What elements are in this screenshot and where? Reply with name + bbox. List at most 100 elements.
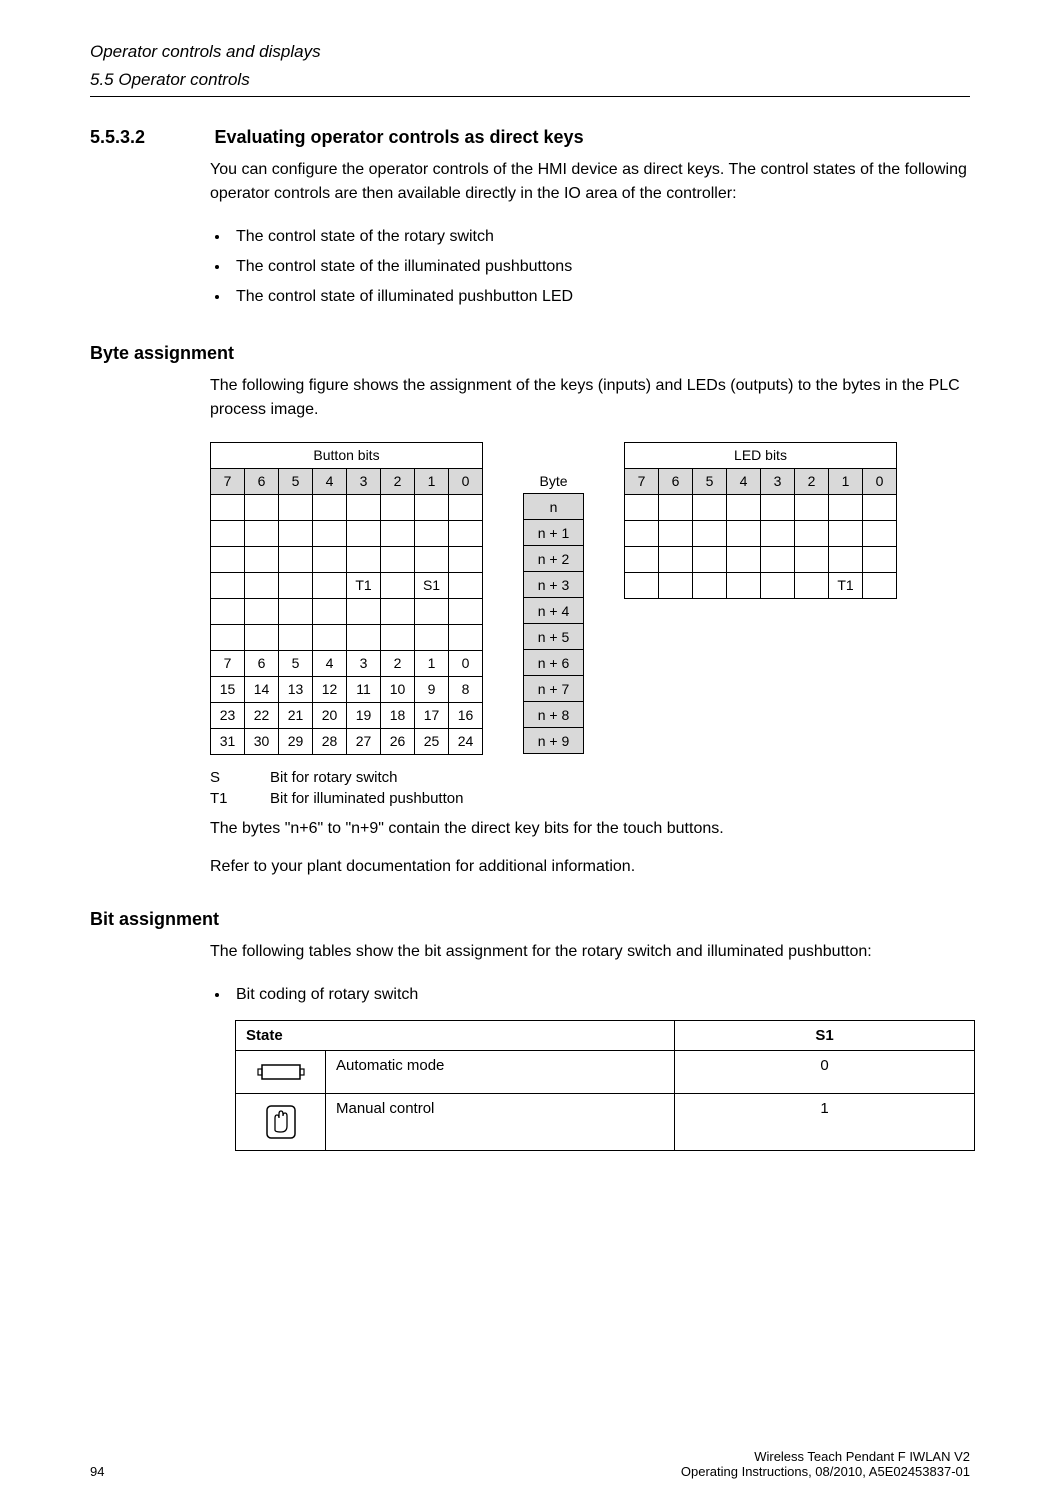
- bit-cell: 15: [211, 676, 245, 702]
- bit-cell: [245, 494, 279, 520]
- bit-cell: [279, 572, 313, 598]
- bit-cell: 2: [381, 650, 415, 676]
- bit-assignment-text: The following tables show the bit assign…: [210, 940, 970, 964]
- bit-cell: [381, 572, 415, 598]
- bit-cell: [245, 598, 279, 624]
- header-section: 5.5 Operator controls: [90, 68, 970, 92]
- header-chapter: Operator controls and displays: [90, 40, 970, 64]
- bit-cell: [211, 520, 245, 546]
- bit-cell: 4: [313, 650, 347, 676]
- button-bits-title: Button bits: [211, 442, 483, 468]
- bit-header-cell: 1: [829, 468, 863, 494]
- bit-cell: [693, 520, 727, 546]
- bit-cell: T1: [347, 572, 381, 598]
- bit-cell: [347, 520, 381, 546]
- bit-cell: [449, 624, 483, 650]
- bit-cell: [795, 494, 829, 520]
- bit-assignment-heading: Bit assignment: [90, 909, 970, 930]
- bit-cell: [863, 494, 897, 520]
- bit-cell: [863, 546, 897, 572]
- bit-cell: [381, 494, 415, 520]
- auto-mode-icon-cell: [236, 1051, 326, 1094]
- bit-header-cell: 4: [313, 468, 347, 494]
- footer-product: Wireless Teach Pendant F IWLAN V2: [754, 1449, 970, 1464]
- bit-cell: [693, 572, 727, 598]
- bit-cell: 3: [347, 650, 381, 676]
- byte-cell: n + 9: [524, 728, 584, 754]
- bit-cell: 20: [313, 702, 347, 728]
- byte-cell: n + 6: [524, 650, 584, 676]
- bit-cell: 17: [415, 702, 449, 728]
- bit-cell: [415, 494, 449, 520]
- bit-cell: [449, 572, 483, 598]
- byte-assignment-heading: Byte assignment: [90, 343, 970, 364]
- bit-cell: [659, 546, 693, 572]
- legend-symbol: T1: [210, 790, 270, 807]
- state-table-row: Automatic mode 0: [236, 1051, 975, 1094]
- bit-cell: [347, 598, 381, 624]
- legend-symbol: S: [210, 769, 270, 786]
- section-title: Evaluating operator controls as direct k…: [214, 127, 583, 148]
- state-table-row: Manual control 1: [236, 1094, 975, 1151]
- bit-header-cell: 1: [415, 468, 449, 494]
- bit-cell: [449, 598, 483, 624]
- bit-header-cell: 6: [659, 468, 693, 494]
- byte-cell: n: [524, 494, 584, 520]
- bit-cell: [313, 572, 347, 598]
- bit-cell: [211, 494, 245, 520]
- bit-cell: [347, 494, 381, 520]
- bit-cell: 21: [279, 702, 313, 728]
- section-heading-row: 5.5.3.2 Evaluating operator controls as …: [90, 127, 970, 148]
- bit-cell: [245, 520, 279, 546]
- bit-cell: 29: [279, 728, 313, 754]
- bit-cell: [381, 546, 415, 572]
- bit-cell: [279, 546, 313, 572]
- legend-row: S Bit for rotary switch: [210, 769, 970, 786]
- byte-figure: Button bits76543210T1S176543210151413121…: [210, 442, 970, 755]
- bit-cell: 13: [279, 676, 313, 702]
- button-bits-table: Button bits76543210T1S176543210151413121…: [210, 442, 483, 755]
- bit-cell: [795, 572, 829, 598]
- bit-cell: [313, 494, 347, 520]
- bit-cell: 23: [211, 702, 245, 728]
- bit-cell: 19: [347, 702, 381, 728]
- bit-cell: [625, 572, 659, 598]
- bit-cell: [381, 598, 415, 624]
- bit-cell: [245, 546, 279, 572]
- state-value: 0: [675, 1051, 975, 1094]
- bit-cell: [313, 598, 347, 624]
- bit-cell: 9: [415, 676, 449, 702]
- byte-spacer: [524, 442, 584, 468]
- legend-desc: Bit for rotary switch: [270, 769, 398, 786]
- bit-cell: [313, 546, 347, 572]
- state-table: State S1 Automatic mode 0 Manual cont: [235, 1020, 975, 1151]
- footer-page-number: 94: [90, 1464, 104, 1479]
- bit-cell: 11: [347, 676, 381, 702]
- bit-cell: [415, 546, 449, 572]
- bit-cell: 16: [449, 702, 483, 728]
- bit-cell: [829, 546, 863, 572]
- bit-cell: [279, 520, 313, 546]
- byte-cell: n + 1: [524, 520, 584, 546]
- bit-cell: [795, 546, 829, 572]
- bit-cell: [415, 598, 449, 624]
- bit-cell: [659, 572, 693, 598]
- bit-cell: [659, 494, 693, 520]
- manual-mode-icon-cell: [236, 1094, 326, 1151]
- bit-cell: [245, 572, 279, 598]
- s1-header: S1: [675, 1021, 975, 1051]
- bit-cell: [415, 520, 449, 546]
- bit-cell: [211, 624, 245, 650]
- bit-cell: [415, 624, 449, 650]
- bit-header-cell: 7: [625, 468, 659, 494]
- bit-cell: 14: [245, 676, 279, 702]
- bit-cell: [625, 494, 659, 520]
- bit-cell: [279, 494, 313, 520]
- byte-cell: n + 8: [524, 702, 584, 728]
- intro-bullet: The control state of the rotary switch: [230, 222, 970, 252]
- state-table-header-row: State S1: [236, 1021, 975, 1051]
- byte-column: Bytenn + 1n + 2n + 3n + 4n + 5n + 6n + 7…: [523, 442, 584, 755]
- led-bits-title: LED bits: [625, 442, 897, 468]
- bit-header-cell: 3: [761, 468, 795, 494]
- bit-header-cell: 7: [211, 468, 245, 494]
